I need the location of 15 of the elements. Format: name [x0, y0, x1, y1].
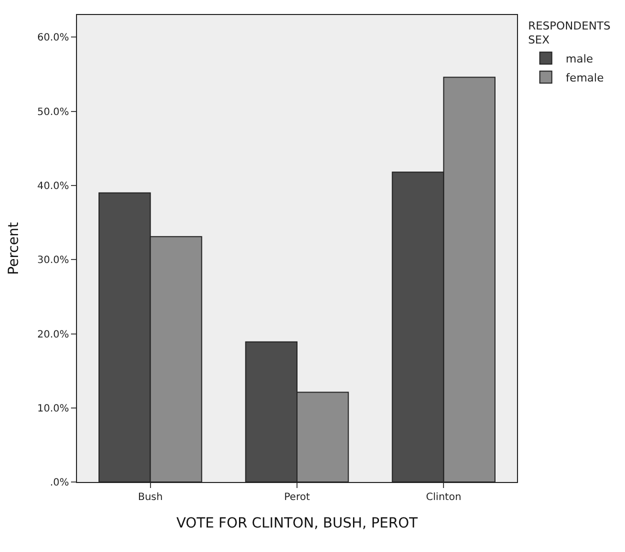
y-tick-label: .0% — [50, 478, 69, 488]
legend-title: RESPONDENTS SEX — [528, 19, 611, 47]
x-tick-label: Clinton — [426, 492, 462, 503]
y-tick-label: 40.0% — [37, 180, 69, 192]
x-tick-label: Bush — [138, 492, 163, 503]
y-tick-label: 30.0% — [37, 255, 69, 266]
y-tick-label: 10.0% — [37, 403, 69, 414]
legend-label: female — [566, 71, 604, 84]
y-axis-title: Percent — [6, 222, 22, 275]
y-tick-label: 60.0% — [37, 32, 69, 44]
x-axis-title: VOTE FOR CLINTON, BUSH, PEROT — [176, 515, 418, 532]
legend-label: male — [566, 52, 594, 66]
y-tick-label: 50.0% — [37, 106, 69, 118]
y-tick-label: 20.0% — [37, 329, 69, 340]
x-tick-label: Perot — [284, 492, 310, 503]
